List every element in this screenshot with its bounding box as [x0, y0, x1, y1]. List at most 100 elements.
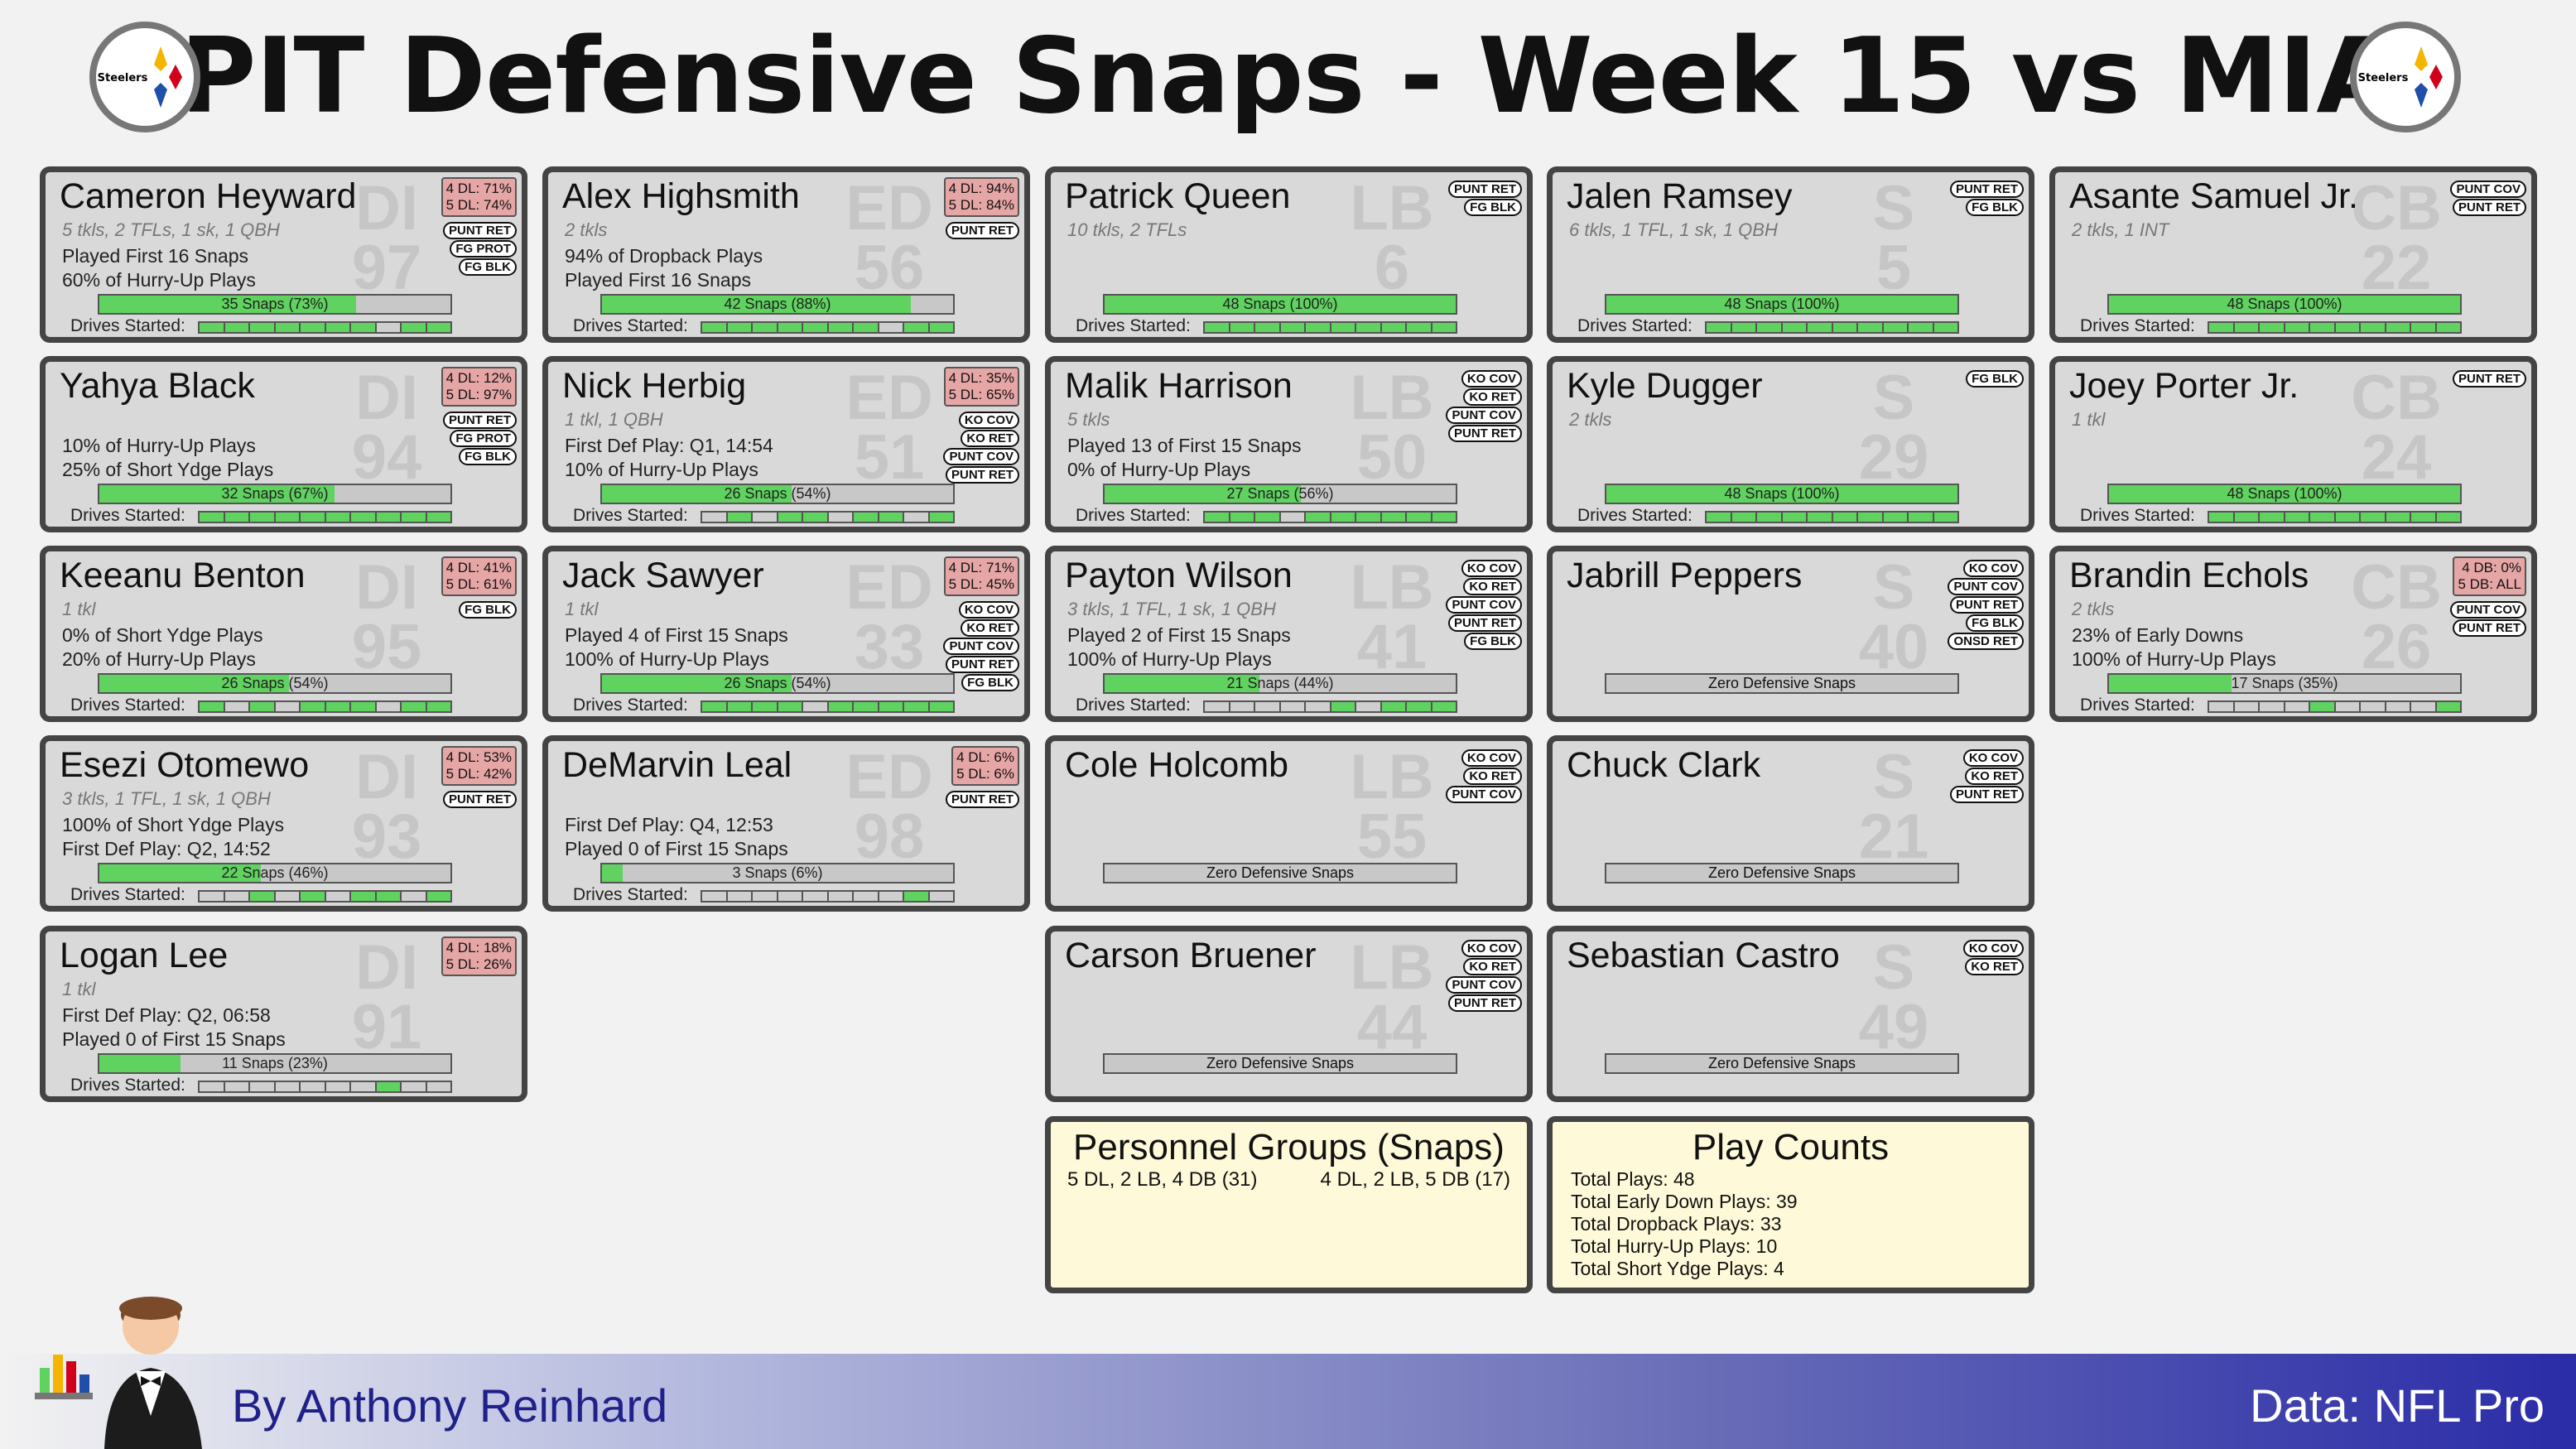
snap-bar-label: 26 Snaps (54%): [221, 675, 329, 691]
position-watermark: LB 44: [1342, 936, 1442, 1059]
drive-cell: [803, 892, 829, 901]
player-card: CB 26 Brandin Echols 2 tkls 23% of Early Dow…: [2049, 546, 2537, 722]
data-credit: Data: NFL Pro: [2250, 1379, 2545, 1432]
drive-cell: [753, 702, 778, 711]
drive-cell: [1381, 702, 1407, 711]
jersey-number: 51: [854, 422, 925, 493]
special-teams-badge: FG BLK: [459, 258, 517, 276]
drive-cell: [753, 513, 778, 522]
position-code: S: [1872, 742, 1915, 812]
drive-cell: [2234, 323, 2260, 332]
drive-cell: [2234, 702, 2260, 711]
jersey-number: 56: [854, 233, 925, 303]
drive-cell: [301, 323, 326, 332]
player-name: Jack Sawyer: [562, 556, 764, 595]
drive-cell: [250, 1082, 276, 1091]
note-line: 94% of Dropback Plays: [565, 245, 763, 267]
personnel-split: 4 DL: 71%: [445, 181, 512, 196]
snap-bar-label: 48 Snaps (100%): [1724, 296, 1840, 312]
drive-cell: [1255, 323, 1281, 332]
personnel-split: 4 DL: 94%: [948, 181, 1014, 196]
drive-cell: [753, 323, 778, 332]
drive-cell: [426, 702, 450, 711]
player-card: ED 33 Jack Sawyer 1 tkl Played 4 of First 15…: [542, 546, 1030, 722]
jersey-number: 41: [1356, 612, 1428, 682]
snap-bar: 32 Snaps (67%): [98, 484, 452, 504]
drive-cell: [301, 513, 326, 522]
player-stats: 3 tkls, 1 TFL, 1 sk, 1 QBH: [1067, 599, 1276, 619]
special-teams-badge: PUNT RET: [1448, 425, 1522, 442]
special-teams-badge: KO COV: [1461, 749, 1522, 767]
drive-cell: [351, 513, 377, 522]
note-line: 100% of Short Ydge Plays: [62, 814, 285, 835]
snap-bar: 48 Snaps (100%): [1605, 294, 1959, 315]
drive-cell: [702, 513, 728, 522]
note-line: Played 13 of First 15 Snaps: [1067, 435, 1302, 456]
drive-cell: [402, 323, 427, 332]
snap-bar-fill: [1105, 485, 1302, 503]
drives-started-label: Drives Started:: [1076, 696, 1191, 715]
drive-cell: [854, 702, 879, 711]
drive-cell: [1306, 513, 1331, 522]
drive-cell: [2335, 702, 2361, 711]
player-card: ED 51 Nick Herbig 1 tkl, 1 QBH First Def Pla…: [542, 356, 1030, 532]
player-name: Carson Bruener: [1065, 936, 1317, 975]
player-card: CB 22 Asante Samuel Jr. 2 tkls, 1 INT 48 Sna…: [2049, 166, 2537, 343]
drive-cell: [828, 892, 854, 901]
player-name: Yahya Black: [60, 366, 255, 406]
personnel-group-item: 5 DL, 2 LB, 4 DB (31): [1067, 1168, 1258, 1191]
player-card: DI 94 Yahya Black 10% of Hurry-Up Plays 25% …: [40, 356, 527, 532]
special-teams-badge: PUNT RET: [2453, 370, 2526, 388]
logo-wordmark: Steelers: [98, 72, 148, 84]
drives-started-label: Drives Started:: [573, 316, 688, 335]
note-line: 10% of Hurry-Up Plays: [62, 435, 256, 456]
zero-snaps-bar: Zero Defensive Snaps: [1103, 863, 1457, 883]
drive-cell: [200, 323, 225, 332]
drive-cell: [1356, 513, 1382, 522]
drive-cell: [1782, 513, 1808, 522]
special-teams-tags: KO COV KO RET: [1962, 940, 2024, 975]
drive-cell: [1230, 513, 1255, 522]
special-teams-badge: PUNT RET: [1950, 181, 2024, 198]
drives-started-label: Drives Started:: [573, 885, 688, 904]
player-name: Alex Highsmith: [562, 176, 800, 216]
special-teams-tags: KO COV KO RET PUNT COV PUNT RET: [1446, 940, 1522, 1012]
position-watermark: S 29: [1844, 367, 1943, 489]
drive-cell: [2361, 323, 2386, 332]
drive-cell: [2310, 702, 2336, 711]
snap-bar-label: 48 Snaps (100%): [2227, 296, 2342, 312]
personnel-split-box: 4 DB: 0% 5 DB: ALL: [2453, 556, 2526, 596]
drive-cell: [351, 892, 377, 901]
drive-cell: [275, 1082, 301, 1091]
drive-cell: [426, 1082, 450, 1091]
note-line: 100% of Hurry-Up Plays: [1067, 648, 1272, 670]
player-name: Esezi Otomewo: [60, 745, 310, 785]
drive-cell: [275, 892, 301, 901]
drive-cell: [402, 702, 427, 711]
drive-cell: [1832, 323, 1858, 332]
drive-cell: [1909, 513, 1934, 522]
player-card: LB 6 Patrick Queen 10 tkls, 2 TFLs 48 Snaps …: [1045, 166, 1533, 343]
zero-snaps-bar: Zero Defensive Snaps: [1103, 1053, 1457, 1074]
snap-bar-fill: [2109, 485, 2460, 503]
personnel-split: 5 DL: 65%: [948, 387, 1014, 402]
player-card: DI 97 Cameron Heyward 5 tkls, 2 TFLs, 1 sk,…: [40, 166, 527, 343]
play-counts-list: Total Plays: 48 Total Early Down Plays: …: [1571, 1168, 1798, 1280]
drives-started-label: Drives Started:: [70, 696, 185, 715]
personnel-split: 5 DL: 74%: [445, 197, 512, 213]
snap-bar-fill: [2109, 675, 2232, 692]
drive-cell: [224, 513, 250, 522]
special-teams-badge: FG PROT: [450, 430, 517, 447]
drives-started-label: Drives Started:: [1076, 316, 1191, 335]
steelers-logo-left: Steelers: [89, 22, 200, 132]
position-watermark: CB 24: [2347, 367, 2446, 489]
play-count-line: Total Hurry-Up Plays: 10: [1571, 1235, 1778, 1257]
drive-cell: [828, 513, 854, 522]
drives-started-strip: [701, 890, 955, 903]
jersey-number: 26: [2361, 612, 2432, 682]
special-teams-tags: PUNT RET FG BLK: [1950, 181, 2024, 216]
drive-cell: [2285, 702, 2310, 711]
drive-cell: [1731, 323, 1757, 332]
drive-cell: [325, 1082, 351, 1091]
drive-cell: [778, 323, 803, 332]
